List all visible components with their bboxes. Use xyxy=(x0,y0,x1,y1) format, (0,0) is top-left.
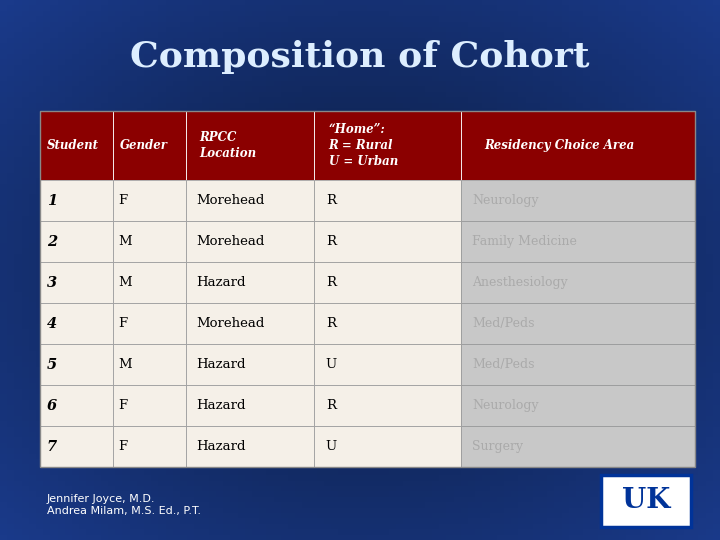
Bar xyxy=(461,385,695,426)
Bar xyxy=(461,303,695,344)
Text: R: R xyxy=(326,399,336,412)
Text: Neurology: Neurology xyxy=(472,399,539,412)
Bar xyxy=(40,111,113,180)
Bar xyxy=(186,262,314,303)
Text: U: U xyxy=(326,358,337,371)
Bar xyxy=(314,385,461,426)
Text: F: F xyxy=(119,399,127,412)
Bar xyxy=(113,426,186,467)
Text: R: R xyxy=(326,194,336,207)
Text: M: M xyxy=(119,276,132,289)
Bar xyxy=(113,221,186,262)
Text: 3: 3 xyxy=(47,275,57,289)
Text: 1: 1 xyxy=(47,194,57,208)
Text: 2: 2 xyxy=(47,235,57,249)
Text: Morehead: Morehead xyxy=(197,235,265,248)
Text: U: U xyxy=(326,440,337,453)
Bar xyxy=(314,262,461,303)
Text: 5: 5 xyxy=(47,357,57,372)
Bar xyxy=(601,475,691,526)
Text: Med/Peds: Med/Peds xyxy=(472,358,535,371)
Bar xyxy=(186,221,314,262)
Text: Family Medicine: Family Medicine xyxy=(472,235,577,248)
Bar xyxy=(113,385,186,426)
Bar xyxy=(314,344,461,385)
Text: Hazard: Hazard xyxy=(197,399,246,412)
Text: Student: Student xyxy=(47,139,99,152)
Text: Med/Peds: Med/Peds xyxy=(472,317,535,330)
Text: 7: 7 xyxy=(47,440,57,454)
Bar xyxy=(40,262,113,303)
Bar xyxy=(40,385,113,426)
Bar xyxy=(314,303,461,344)
Bar xyxy=(461,344,695,385)
Bar xyxy=(113,111,186,180)
Bar xyxy=(186,180,314,221)
Bar xyxy=(461,426,695,467)
Bar xyxy=(461,262,695,303)
Bar xyxy=(461,111,695,180)
Text: F: F xyxy=(119,440,127,453)
Text: Hazard: Hazard xyxy=(197,440,246,453)
Bar xyxy=(186,303,314,344)
Bar xyxy=(461,180,695,221)
Text: Anesthesiology: Anesthesiology xyxy=(472,276,568,289)
Bar xyxy=(314,180,461,221)
Bar xyxy=(186,426,314,467)
Bar xyxy=(461,221,695,262)
Bar xyxy=(314,221,461,262)
Text: Residency Choice Area: Residency Choice Area xyxy=(484,139,634,152)
Bar xyxy=(186,344,314,385)
Bar xyxy=(113,303,186,344)
Text: 4: 4 xyxy=(47,316,57,330)
Bar xyxy=(40,111,695,467)
Text: F: F xyxy=(119,194,127,207)
Text: Hazard: Hazard xyxy=(197,358,246,371)
Bar xyxy=(40,180,113,221)
Bar xyxy=(314,111,461,180)
Text: Gender: Gender xyxy=(120,139,168,152)
Text: RPCC
Location: RPCC Location xyxy=(199,131,256,160)
Text: M: M xyxy=(119,358,132,371)
Text: Neurology: Neurology xyxy=(472,194,539,207)
Text: R: R xyxy=(326,317,336,330)
Text: Morehead: Morehead xyxy=(197,317,265,330)
Bar xyxy=(113,180,186,221)
Bar xyxy=(40,426,113,467)
Text: Hazard: Hazard xyxy=(197,276,246,289)
Text: 6: 6 xyxy=(47,399,57,413)
Bar xyxy=(314,426,461,467)
Text: R: R xyxy=(326,235,336,248)
Text: M: M xyxy=(119,235,132,248)
Bar xyxy=(40,303,113,344)
Bar xyxy=(186,385,314,426)
Text: Jennifer Joyce, M.D.
Andrea Milam, M.S. Ed., P.T.: Jennifer Joyce, M.D. Andrea Milam, M.S. … xyxy=(47,494,201,516)
Text: R: R xyxy=(326,276,336,289)
Text: UK: UK xyxy=(622,487,670,514)
Bar xyxy=(113,262,186,303)
Text: Surgery: Surgery xyxy=(472,440,523,453)
Text: Morehead: Morehead xyxy=(197,194,265,207)
Bar xyxy=(40,221,113,262)
Bar xyxy=(186,111,314,180)
Text: “Home”:
R = Rural
U = Urban: “Home”: R = Rural U = Urban xyxy=(329,123,398,168)
Text: Composition of Cohort: Composition of Cohort xyxy=(130,40,590,73)
Text: F: F xyxy=(119,317,127,330)
Bar xyxy=(113,344,186,385)
Bar xyxy=(40,344,113,385)
